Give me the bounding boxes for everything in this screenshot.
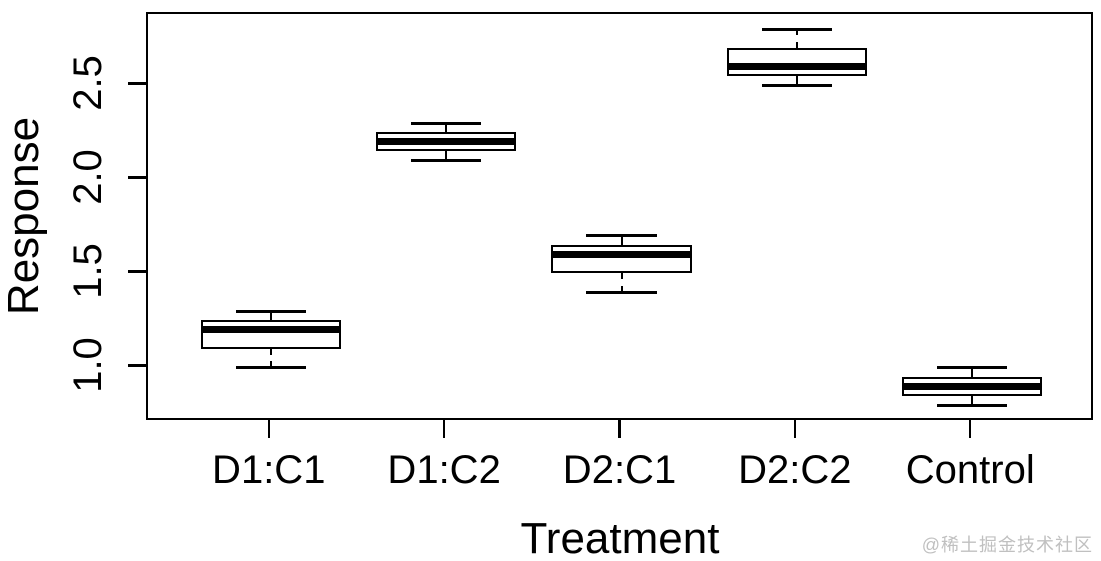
x-tick-label: Control xyxy=(905,448,1035,492)
x-tick-label: D1:C2 xyxy=(387,448,501,492)
median-line xyxy=(551,251,692,259)
max-whisker-cap xyxy=(235,309,306,313)
x-axis-tick xyxy=(267,420,270,438)
upper-whisker xyxy=(795,29,798,48)
min-whisker-cap xyxy=(411,159,482,163)
upper-whisker xyxy=(971,367,974,377)
y-tick-label: 2.5 xyxy=(66,55,110,112)
x-tick-label: D1:C1 xyxy=(212,448,326,492)
iqr-box xyxy=(551,245,692,274)
upper-whisker xyxy=(620,235,623,246)
y-axis-tick xyxy=(128,270,146,273)
max-whisker-cap xyxy=(411,121,482,125)
watermark: @稀土掘金技术社区 xyxy=(921,535,1093,555)
lower-whisker xyxy=(795,76,798,86)
min-whisker-cap xyxy=(761,83,832,87)
y-axis-tick xyxy=(128,82,146,85)
x-axis-tick xyxy=(968,420,972,438)
y-axis-tick xyxy=(128,364,146,367)
x-tick-label: D2:C2 xyxy=(738,448,852,492)
x-axis-tick xyxy=(442,420,446,438)
max-whisker-cap xyxy=(761,27,832,31)
min-whisker-cap xyxy=(586,290,657,294)
x-axis-tick xyxy=(793,420,797,438)
median-line xyxy=(200,326,341,334)
y-axis-tick xyxy=(128,176,146,179)
min-whisker-cap xyxy=(235,365,306,369)
max-whisker-cap xyxy=(586,234,657,238)
lower-whisker xyxy=(445,151,448,161)
y-tick-label: 1.5 xyxy=(66,243,110,300)
y-tick-label: 1.0 xyxy=(66,337,110,394)
y-tick-label: 2.0 xyxy=(66,149,110,206)
x-axis-label: Treatment xyxy=(520,514,720,561)
min-whisker-cap xyxy=(937,403,1008,407)
x-axis-tick xyxy=(618,420,621,438)
lower-whisker xyxy=(620,273,623,293)
median-line xyxy=(726,63,867,71)
upper-whisker xyxy=(445,123,448,133)
lower-whisker xyxy=(971,395,974,406)
upper-whisker xyxy=(269,311,272,321)
iqr-box xyxy=(200,320,341,349)
y-axis-label: Response xyxy=(0,116,48,316)
max-whisker-cap xyxy=(937,365,1008,369)
plot-area xyxy=(146,12,1093,420)
iqr-box xyxy=(726,47,867,77)
lower-whisker xyxy=(269,348,272,368)
median-line xyxy=(375,138,517,146)
median-line xyxy=(902,382,1043,390)
x-tick-label: D2:C1 xyxy=(562,448,677,492)
